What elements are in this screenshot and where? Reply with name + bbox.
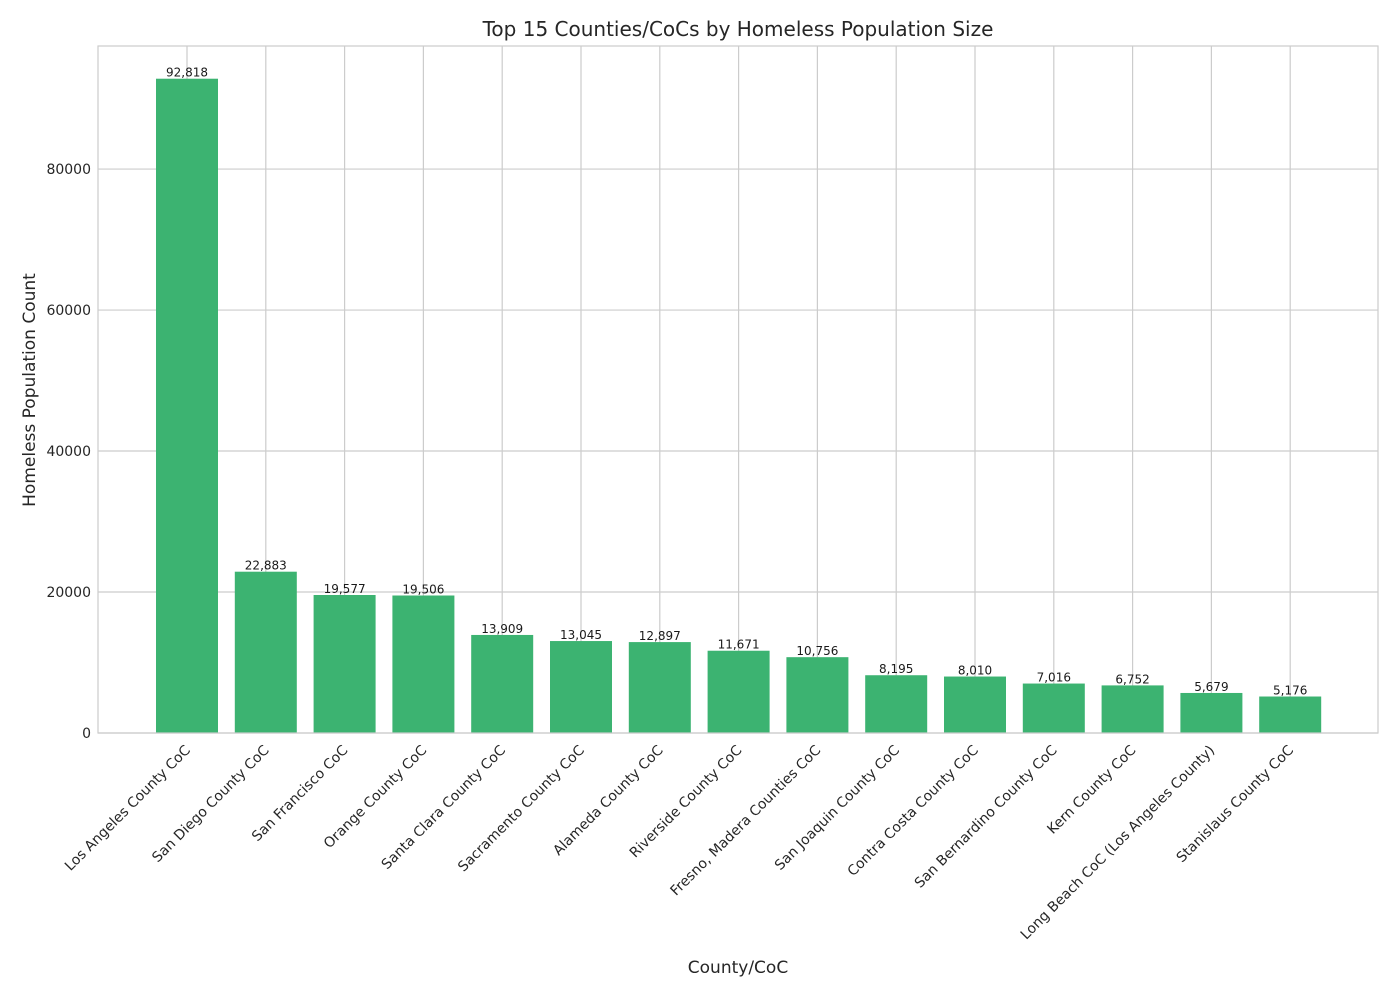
bars-layer [156,78,1322,733]
value-labels: 92,818 22,883 19,577 19,506 13,909 13,045 12,8… [166,66,1307,698]
bar-value-label: 92,818 [166,66,208,80]
y-tick-label: 20000 [46,585,91,601]
bar-value-label: 22,883 [245,559,287,573]
bar [471,634,534,733]
bar [156,78,218,733]
bar-value-label: 8,010 [958,664,992,678]
bar [707,650,770,733]
y-tick-label: 80000 [46,162,91,178]
bar-value-label: 5,176 [1273,684,1307,698]
bar-value-label: 12,897 [639,629,681,643]
bar-value-label: 13,045 [560,628,602,642]
bar-value-label: 13,909 [481,622,523,636]
x-tick-label: San Bernardino County CoC [912,742,1061,891]
bar [1022,683,1085,733]
bar [865,675,928,733]
x-tick-label: Los Angeles County CoC [62,742,194,874]
bar [550,641,612,733]
bar-value-label: 7,016 [1037,671,1071,685]
y-tick-label: 60000 [46,303,91,319]
bar [1180,692,1243,733]
bar [1101,685,1164,733]
bar-value-label: 19,506 [402,582,444,596]
bar-value-label: 8,195 [879,662,913,676]
x-tick-label: Contra Costa County CoC [845,742,982,879]
bar-value-label: 19,577 [324,582,366,596]
bar [1259,696,1322,733]
bar [313,594,376,733]
bar-value-label: 10,756 [796,644,838,658]
y-tick-label: 0 [82,726,91,742]
plot-frame [97,45,1379,734]
bar [786,657,849,733]
bar [944,676,1006,733]
bar-value-label: 6,752 [1115,672,1149,686]
x-tick-label: Sacramento County CoC [455,742,588,875]
bar-value-label: 11,671 [718,638,760,652]
x-tick-label: San Joaquin County CoC [772,742,903,873]
chart-title: Top 15 Counties/CoCs by Homeless Populat… [482,17,994,41]
x-tick-label: Fresno, Madera Counties CoC [668,742,825,899]
y-axis-label: Homeless Population Count [20,273,40,507]
bar [392,595,455,733]
x-axis-label: County/CoC [688,958,788,978]
y-tick-label: 40000 [46,444,91,460]
bar-value-label: 5,679 [1194,680,1228,694]
bar [234,571,297,733]
y-axis-ticks: 0 20000 40000 60000 80000 [46,162,91,742]
bar [628,642,691,733]
